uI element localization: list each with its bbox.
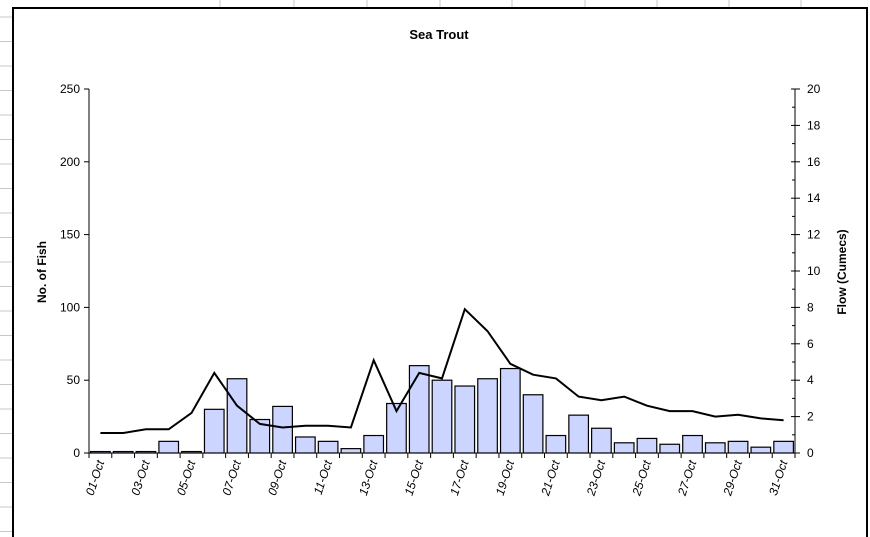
- x-tick-label: 31-Oct: [766, 458, 791, 497]
- bar: [272, 405, 293, 454]
- x-tick-label: 29-Oct: [720, 458, 745, 498]
- y-tick-label: 50: [67, 373, 81, 387]
- bar: [499, 367, 521, 454]
- spreadsheet-row-gridlines: [0, 0, 12, 533]
- x-tick-label: 11-Oct: [311, 458, 335, 496]
- bar: [158, 440, 180, 454]
- y2-axis-title: Flow (Cumecs): [835, 229, 849, 314]
- bar: [659, 443, 681, 454]
- x-tick-label: 23-Oct: [584, 458, 609, 498]
- spreadsheet-row-gridlines-svg: [0, 16, 12, 532]
- y2-tick-label: 0: [807, 446, 814, 460]
- x-tick-label: 19-Oct: [493, 458, 518, 497]
- x-tick-label: 07-Oct: [219, 458, 244, 497]
- x-tick-label: 05-Oct: [174, 458, 199, 497]
- y2-tick-label: 14: [807, 191, 821, 205]
- x-tick-label: 09-Oct: [265, 458, 290, 497]
- y-tick-label: 0: [73, 446, 80, 460]
- x-tick-label: 21-Oct: [538, 458, 563, 498]
- bar: [294, 436, 316, 454]
- x-tick-label: 17-Oct: [447, 458, 472, 497]
- y-tick-label: 250: [60, 82, 80, 96]
- bar: [203, 408, 225, 454]
- x-tick-label: 15-Oct: [402, 458, 427, 497]
- y2-tick-label: 18: [807, 118, 821, 132]
- bar: [727, 440, 749, 454]
- flow-line: [100, 307, 784, 434]
- y2-tick-label: 16: [807, 155, 821, 169]
- bar: [340, 448, 362, 454]
- bar: [431, 379, 453, 454]
- bar: [568, 414, 590, 454]
- bar: [477, 378, 498, 454]
- bar: [454, 385, 476, 454]
- y2-tick-label: 6: [807, 337, 814, 351]
- y2-tick-label: 20: [807, 82, 821, 96]
- spreadsheet-column-gridlines-svg: [219, 0, 802, 8]
- x-tick-label: 03-Oct: [128, 458, 153, 497]
- bar: [636, 437, 658, 454]
- x-tick-label: 25-Oct: [629, 458, 654, 498]
- bar: [682, 434, 703, 454]
- bar: [317, 440, 339, 454]
- y2-tick-label: 10: [807, 264, 821, 278]
- y2-tick-label: 12: [807, 228, 821, 242]
- y-tick-label: 150: [60, 228, 80, 242]
- y2-tick-label: 4: [807, 373, 814, 387]
- x-tick-label: 13-Oct: [356, 458, 381, 497]
- spreadsheet-column-gridlines: [0, 0, 870, 8]
- bar: [613, 442, 635, 454]
- y-tick-label: 200: [60, 155, 80, 169]
- y-axis-title: No. of Fish: [35, 241, 49, 303]
- bar: [522, 394, 544, 454]
- bar: [226, 378, 248, 454]
- bar: [545, 434, 567, 454]
- bar: [750, 446, 772, 454]
- axes-group: [84, 88, 800, 458]
- bar: [704, 442, 726, 454]
- y2-tick-label: 2: [807, 410, 814, 424]
- chart-title: Sea Trout: [409, 27, 469, 42]
- y-tick-label: 100: [60, 300, 80, 314]
- y2-tick-label: 8: [807, 300, 814, 314]
- bar: [408, 365, 430, 454]
- flow-line-group: [100, 307, 784, 434]
- x-tick-label: 01-Oct: [83, 458, 108, 497]
- bar: [363, 434, 385, 454]
- x-tick-label: 27-Oct: [675, 458, 700, 498]
- bar: [773, 440, 795, 454]
- bar: [591, 427, 612, 454]
